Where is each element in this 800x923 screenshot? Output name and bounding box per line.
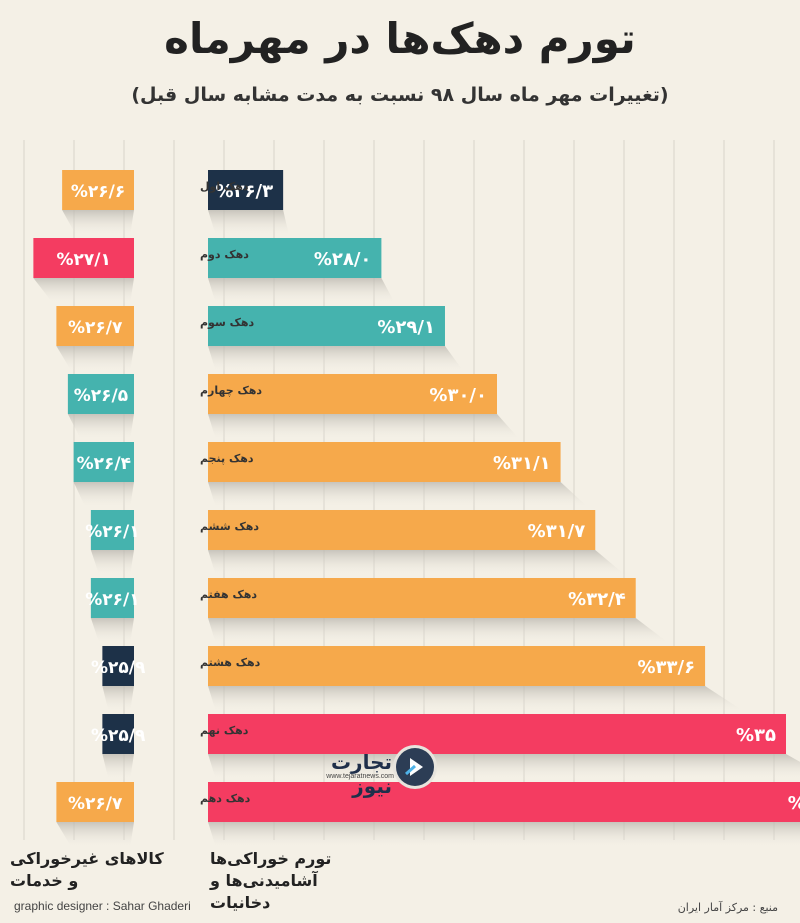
nonfood-bar-label: %۲۶/۴ <box>77 454 131 474</box>
nonfood-bar-label: %۲۷/۱ <box>57 250 111 270</box>
food-bar-shadow <box>208 618 670 644</box>
source-note: منبع : مرکز آمار ایران <box>677 901 778 914</box>
food-bar-label: %۳۳/۶ <box>638 657 696 678</box>
category-label: دهک چهارم <box>200 384 262 397</box>
nonfood-bar-shadow <box>33 278 134 304</box>
food-bar <box>208 714 786 754</box>
food-bar-shadow <box>208 686 745 712</box>
designer-credit: graphic designer : Sahar Ghaderi <box>14 899 191 913</box>
nonfood-bar-shadow <box>90 550 134 576</box>
food-bar <box>208 238 382 278</box>
tejarat-news-logo: تجارت نیوز www.tejaratnews.com <box>296 746 446 798</box>
food-bar-label: %۳۲/۴ <box>568 589 626 610</box>
food-bar-label: %۲۶/۳ <box>216 181 274 202</box>
nonfood-bar <box>90 578 134 618</box>
nonfood-bar <box>73 442 134 482</box>
food-bar-shadow <box>208 346 464 372</box>
food-bar-shadow <box>208 482 589 508</box>
nonfood-bar-shadow <box>62 210 134 236</box>
nonfood-bar-label: %۲۶/۱ <box>85 522 139 542</box>
category-label: دهک هفتم <box>200 588 257 601</box>
nonfood-bar <box>102 646 134 686</box>
nonfood-series-caption: کالاهای غیرخوراکی و خدمات <box>10 849 164 890</box>
category-label: دهک پنجم <box>200 452 254 465</box>
food-bar-label: %۳۱/۷ <box>528 521 586 542</box>
food-bar-label: %۲۹/۱ <box>377 317 435 338</box>
food-bar-label: %۳۶/۲ <box>788 793 800 814</box>
nonfood-bar-label: %۲۵/۹ <box>91 658 146 678</box>
nonfood-bar-label: %۲۵/۹ <box>91 726 146 746</box>
category-label: دهک هشتم <box>200 656 261 669</box>
nonfood-bar-label: %۲۶/۷ <box>68 318 123 338</box>
nonfood-bar-label: %۲۶/۶ <box>71 182 125 202</box>
nonfood-bar-label: %۲۶/۵ <box>74 386 128 406</box>
nonfood-bar-shadow <box>73 482 134 508</box>
food-bar-shadow <box>208 414 521 440</box>
food-bar <box>208 442 561 482</box>
food-bar-label: %۳۱/۱ <box>493 453 551 474</box>
nonfood-bar-shadow <box>102 686 134 712</box>
food-bar-shadow <box>208 210 290 236</box>
food-bar-shadow <box>208 754 800 780</box>
category-label: دهک ششم <box>200 520 259 533</box>
nonfood-bar <box>33 238 134 278</box>
nonfood-bar <box>62 170 134 210</box>
nonfood-bar-shadow <box>102 754 134 780</box>
category-label: دهک نهم <box>200 724 249 737</box>
nonfood-bar-shadow <box>56 822 134 848</box>
food-bar-shadow <box>208 822 800 848</box>
chart-title: تورم دهک‌ها در مهرماه <box>164 14 636 63</box>
food-bar-label: %۲۸/۰ <box>314 249 372 270</box>
chart-subtitle: (تغییرات مهر ماه سال ۹۸ نسبت به مدت مشاب… <box>131 84 669 106</box>
food-bar <box>208 510 596 550</box>
nonfood-bar-shadow <box>56 346 134 372</box>
food-bar-shadow <box>208 550 627 576</box>
category-label: دهک دوم <box>200 248 249 261</box>
nonfood-bar-label: %۲۶/۷ <box>68 794 123 814</box>
nonfood-bar <box>67 374 134 414</box>
category-label: دهک سوم <box>200 316 254 329</box>
category-label: دهک اول <box>200 180 249 193</box>
food-bar <box>208 646 706 686</box>
nonfood-bar <box>56 306 134 346</box>
nonfood-bar-shadow <box>67 414 134 440</box>
food-bar-label: %۳۵ <box>736 725 776 746</box>
nonfood-bar-shadow <box>90 618 134 644</box>
nonfood-bar <box>56 782 134 822</box>
food-bar <box>208 578 636 618</box>
category-label: دهک دهم <box>200 792 251 805</box>
food-bar-shadow <box>208 278 396 304</box>
food-series-caption: تورم خوراکی‌ها آشامیدنی‌ها و دخانیات <box>210 849 332 912</box>
logo-name: تجارت نیوز <box>330 750 392 798</box>
food-bar-label: %۳۰/۰ <box>429 385 487 406</box>
nonfood-bar <box>102 714 134 754</box>
nonfood-bar <box>90 510 134 550</box>
food-bar <box>208 306 445 346</box>
logo-url: www.tejaratnews.com <box>326 773 394 780</box>
food-bar <box>208 374 497 414</box>
play-arrow-icon <box>396 748 434 786</box>
food-bar <box>208 782 800 822</box>
food-bar <box>208 170 284 210</box>
nonfood-bar-label: %۲۶/۱ <box>85 590 139 610</box>
